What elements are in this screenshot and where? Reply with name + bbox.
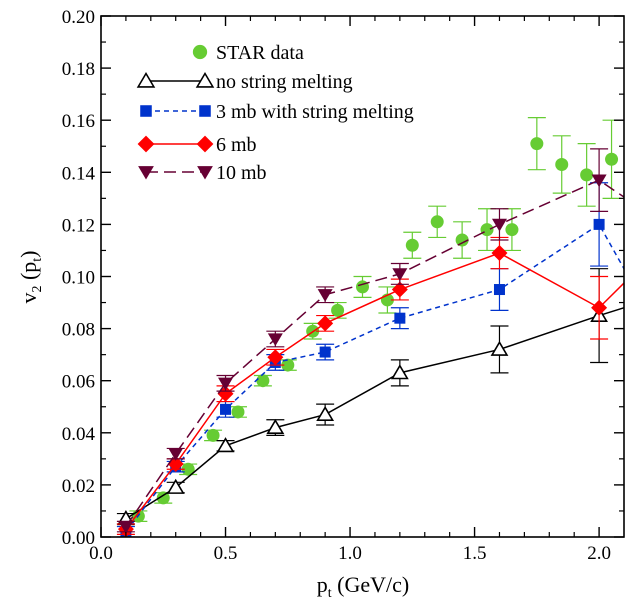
series-line	[125, 306, 624, 520]
x-tick-label: 1.5	[463, 543, 487, 564]
data-point	[493, 284, 505, 296]
legend-marker	[136, 71, 156, 88]
data-point	[391, 281, 408, 298]
data-point	[555, 157, 569, 171]
data-point	[281, 358, 295, 372]
y-axis-label-subscript-2: t	[30, 258, 45, 262]
legend-marker	[195, 71, 215, 88]
data-point	[455, 233, 469, 247]
data-point	[394, 312, 406, 324]
series-star-data	[129, 116, 621, 523]
y-tick-label: 0.06	[62, 372, 95, 393]
legend-entry: 3 mb with string melting	[140, 101, 414, 123]
y-tick-label: 0.12	[62, 215, 95, 236]
y-axis-label-main: v	[16, 293, 41, 304]
data-point	[317, 315, 334, 332]
legend: STAR data no string melting 3 mb with stri…	[136, 42, 414, 184]
data-point	[206, 428, 220, 442]
data-point	[480, 223, 494, 237]
series-line	[125, 179, 624, 528]
data-point	[593, 218, 605, 230]
data-point	[218, 377, 234, 391]
legend-label: STAR data	[216, 42, 304, 64]
data-point	[216, 437, 235, 453]
series-no-string-melting	[116, 268, 624, 526]
legend-marker	[197, 166, 213, 180]
data-point	[317, 289, 333, 302]
data-point	[220, 403, 232, 415]
data-point	[505, 223, 519, 237]
data-point	[231, 405, 245, 419]
y-tick-label: 0.08	[62, 320, 95, 341]
data-point	[392, 268, 408, 282]
series-6-mb	[116, 236, 624, 537]
data-point	[316, 405, 335, 421]
y-tick-label: 0.02	[62, 476, 95, 497]
data-point	[430, 215, 444, 229]
y-axis-label-mid: (p	[16, 262, 41, 286]
x-axis-label-subscript: t	[328, 586, 332, 601]
legend-entry: no string melting	[136, 71, 353, 93]
legend-label: 3 mb with string melting	[216, 101, 414, 123]
legend-marker	[192, 44, 208, 60]
x-tick-label: 2.0	[587, 543, 611, 564]
legend-marker	[140, 105, 152, 117]
y-tick-label: 0.00	[62, 528, 95, 549]
y-tick-label: 0.20	[62, 7, 95, 28]
y-tick-label: 0.18	[62, 59, 95, 80]
y-tick-label: 0.04	[62, 424, 96, 445]
data-point	[267, 333, 283, 347]
legend-marker	[138, 166, 154, 180]
legend-marker	[196, 135, 214, 153]
y-tick-label: 0.14	[62, 163, 96, 184]
legend-label: no string melting	[216, 71, 353, 93]
data-point	[530, 137, 544, 151]
legend-marker	[199, 105, 211, 117]
x-axis-label-main: p	[317, 572, 328, 597]
legend-marker	[137, 135, 155, 153]
x-tick-label: 1.0	[338, 543, 362, 564]
y-axis-label-end: )	[16, 250, 41, 257]
data-point	[591, 174, 607, 188]
data-point	[266, 418, 285, 435]
x-tick-label: 0.5	[214, 543, 238, 564]
series-line	[125, 252, 624, 530]
series-10-mb	[116, 148, 624, 534]
data-point	[490, 340, 509, 356]
data-point	[605, 152, 619, 166]
data-point	[580, 168, 594, 182]
y-axis-label-subscript: 2	[30, 286, 45, 293]
y-tick-label: 0.16	[62, 111, 95, 132]
plot-area	[116, 116, 624, 537]
data-point	[331, 303, 345, 317]
data-point	[491, 245, 508, 262]
data-point	[168, 448, 184, 461]
data-point	[591, 299, 608, 316]
legend-entry: STAR data	[192, 42, 304, 64]
legend-label: 6 mb	[216, 134, 257, 156]
series-3-mb-with-string-melting	[116, 182, 624, 537]
data-point	[267, 349, 284, 366]
legend-entry: 6 mb	[137, 134, 257, 156]
legend-label: 10 mb	[216, 162, 267, 184]
x-tick-label: 0.0	[89, 543, 113, 564]
axis-ticks: 0.0 0.5 1.0 1.5 2.0 0.00 0.02 0.04 0.06 0.08 0.10 0…	[62, 7, 624, 564]
data-point	[166, 478, 185, 494]
y-tick-label: 0.10	[62, 268, 95, 289]
data-point	[405, 238, 419, 252]
data-point	[491, 218, 507, 232]
legend-entry: 10 mb	[138, 162, 267, 184]
data-point	[156, 491, 170, 505]
data-point	[256, 374, 270, 388]
series-line	[125, 223, 624, 533]
data-point	[118, 520, 134, 534]
y-axis-label: v2 (pt)	[16, 250, 45, 303]
data-point	[319, 346, 331, 358]
x-axis-label-unit: (GeV/c)	[332, 572, 410, 597]
x-axis-label: pt (GeV/c)	[317, 572, 409, 601]
data-point	[181, 462, 195, 476]
data-point	[390, 364, 409, 380]
